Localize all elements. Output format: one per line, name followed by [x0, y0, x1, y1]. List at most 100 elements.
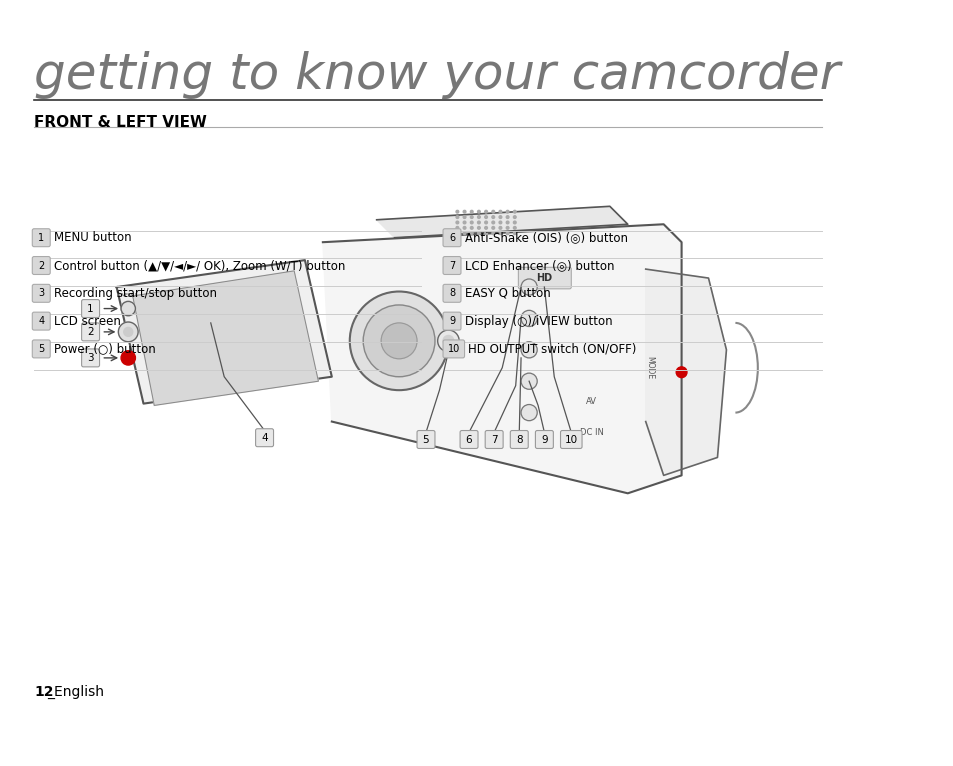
Polygon shape	[645, 269, 725, 476]
Circle shape	[513, 216, 516, 218]
Circle shape	[506, 216, 508, 218]
Text: 1: 1	[38, 233, 44, 243]
Text: 12: 12	[34, 686, 53, 699]
Text: 2: 2	[38, 260, 45, 270]
Text: 8: 8	[516, 434, 522, 444]
Circle shape	[118, 322, 138, 342]
Circle shape	[437, 330, 458, 352]
Circle shape	[506, 211, 508, 213]
Text: 10: 10	[447, 344, 459, 354]
Polygon shape	[322, 224, 680, 493]
FancyBboxPatch shape	[485, 430, 502, 448]
Circle shape	[513, 221, 516, 224]
Circle shape	[456, 211, 458, 213]
Text: Display (○)/iVIEW button: Display (○)/iVIEW button	[464, 315, 612, 328]
Text: DC IN: DC IN	[579, 428, 603, 437]
Text: 10: 10	[564, 434, 578, 444]
Circle shape	[121, 351, 135, 365]
Circle shape	[477, 216, 479, 218]
FancyBboxPatch shape	[32, 229, 51, 247]
Circle shape	[442, 336, 454, 346]
Text: Recording start/stop button: Recording start/stop button	[53, 286, 216, 300]
FancyBboxPatch shape	[442, 284, 460, 303]
FancyBboxPatch shape	[459, 430, 477, 448]
Text: 1: 1	[87, 303, 93, 313]
Circle shape	[492, 232, 494, 234]
Polygon shape	[116, 260, 332, 404]
Circle shape	[520, 342, 537, 358]
Circle shape	[492, 227, 494, 229]
Polygon shape	[132, 271, 318, 405]
FancyBboxPatch shape	[442, 257, 460, 274]
Circle shape	[676, 367, 686, 378]
Circle shape	[520, 310, 537, 326]
FancyBboxPatch shape	[442, 229, 460, 247]
Text: MENU button: MENU button	[53, 231, 132, 244]
Circle shape	[477, 211, 479, 213]
Text: LCD screen: LCD screen	[53, 315, 121, 328]
FancyBboxPatch shape	[32, 257, 51, 274]
Circle shape	[484, 227, 487, 229]
Text: Control button (▲/▼/◄/►/ OK), Zoom (W/T) button: Control button (▲/▼/◄/►/ OK), Zoom (W/T)…	[53, 259, 345, 272]
Circle shape	[456, 221, 458, 224]
Text: getting to know your camcorder: getting to know your camcorder	[34, 51, 840, 99]
FancyBboxPatch shape	[442, 340, 464, 358]
Circle shape	[484, 211, 487, 213]
Circle shape	[456, 232, 458, 234]
Text: Anti-Shake (OIS) (◎) button: Anti-Shake (OIS) (◎) button	[464, 231, 627, 244]
Text: LCD Enhancer (◎) button: LCD Enhancer (◎) button	[464, 259, 614, 272]
Circle shape	[463, 216, 465, 218]
Text: 6: 6	[449, 233, 455, 243]
Circle shape	[477, 232, 479, 234]
Text: 4: 4	[261, 433, 268, 443]
Circle shape	[470, 232, 473, 234]
Text: 3: 3	[87, 353, 93, 363]
Circle shape	[520, 404, 537, 421]
Text: 4: 4	[38, 316, 44, 326]
Circle shape	[470, 227, 473, 229]
Text: 9: 9	[449, 316, 455, 326]
Circle shape	[492, 211, 494, 213]
Circle shape	[470, 216, 473, 218]
Circle shape	[363, 305, 435, 377]
Text: 3: 3	[38, 288, 44, 298]
Circle shape	[498, 216, 501, 218]
Circle shape	[463, 227, 465, 229]
Circle shape	[498, 211, 501, 213]
Circle shape	[124, 327, 132, 336]
Text: 8: 8	[449, 288, 455, 298]
Circle shape	[477, 221, 479, 224]
Circle shape	[498, 227, 501, 229]
Text: FRONT & LEFT VIEW: FRONT & LEFT VIEW	[34, 115, 207, 130]
Text: 5: 5	[38, 344, 45, 354]
FancyBboxPatch shape	[535, 430, 553, 448]
FancyBboxPatch shape	[510, 430, 528, 448]
FancyBboxPatch shape	[32, 313, 51, 330]
Circle shape	[470, 221, 473, 224]
FancyBboxPatch shape	[442, 313, 460, 330]
FancyBboxPatch shape	[560, 430, 581, 448]
Circle shape	[498, 221, 501, 224]
FancyBboxPatch shape	[416, 430, 435, 448]
FancyBboxPatch shape	[82, 300, 99, 318]
Circle shape	[520, 373, 537, 389]
Text: 5: 5	[422, 434, 429, 444]
Circle shape	[463, 232, 465, 234]
Circle shape	[484, 216, 487, 218]
Text: HD OUTPUT switch (ON/OFF): HD OUTPUT switch (ON/OFF)	[468, 342, 636, 355]
Polygon shape	[376, 206, 627, 237]
FancyBboxPatch shape	[82, 323, 99, 341]
Circle shape	[121, 301, 135, 316]
FancyBboxPatch shape	[517, 267, 571, 289]
Circle shape	[350, 292, 448, 390]
Circle shape	[506, 221, 508, 224]
Text: 7: 7	[491, 434, 497, 444]
Circle shape	[484, 232, 487, 234]
FancyBboxPatch shape	[255, 429, 274, 447]
FancyBboxPatch shape	[82, 349, 99, 367]
Circle shape	[463, 211, 465, 213]
Text: 2: 2	[87, 327, 93, 337]
Text: 7: 7	[449, 260, 455, 270]
Circle shape	[456, 216, 458, 218]
Circle shape	[463, 221, 465, 224]
